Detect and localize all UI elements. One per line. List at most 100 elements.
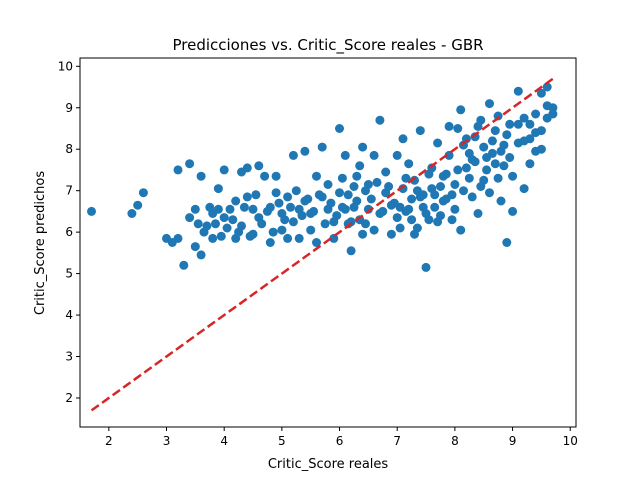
data-point	[300, 146, 310, 156]
data-point	[464, 173, 474, 183]
data-point	[392, 213, 402, 223]
points-layer	[87, 82, 558, 272]
data-point	[228, 215, 238, 225]
x-tick-label: 10	[563, 434, 578, 448]
data-point	[358, 142, 368, 152]
data-point	[326, 198, 336, 208]
chart-title: Predicciones vs. Critic_Score reales - G…	[172, 36, 483, 55]
data-point	[251, 190, 261, 200]
data-point	[239, 202, 249, 212]
y-tick-label: 2	[65, 391, 73, 405]
data-point	[384, 182, 394, 191]
y-tick-label: 9	[65, 101, 73, 115]
data-point	[482, 165, 492, 175]
data-point	[493, 173, 503, 183]
x-tick-label: 8	[451, 434, 459, 448]
data-point	[490, 126, 500, 136]
x-axis-label: Critic_Score reales	[268, 457, 389, 472]
data-point	[508, 171, 518, 181]
data-point	[173, 233, 183, 243]
data-point	[386, 229, 396, 239]
data-point	[335, 124, 344, 133]
data-point	[473, 209, 483, 218]
data-point	[424, 215, 434, 225]
data-point	[366, 194, 376, 204]
data-point	[525, 159, 535, 169]
x-axis-ticks: 2 3 4 5 6 7 8 9 10	[105, 427, 578, 448]
data-point	[369, 225, 379, 235]
reference-line	[90, 77, 554, 412]
data-point	[257, 219, 267, 229]
data-point	[260, 171, 270, 181]
data-point	[340, 150, 350, 160]
data-point	[375, 115, 385, 125]
data-point	[208, 233, 218, 243]
data-point	[185, 159, 195, 169]
data-point	[381, 167, 391, 177]
data-point	[536, 88, 546, 98]
x-tick-label: 4	[220, 434, 228, 448]
data-point	[349, 202, 359, 212]
data-point	[378, 206, 388, 216]
data-point	[274, 198, 284, 208]
data-point	[392, 150, 402, 160]
data-point	[127, 209, 137, 218]
data-point	[312, 171, 321, 181]
data-point	[519, 184, 529, 194]
data-point	[412, 223, 422, 233]
data-point	[358, 229, 368, 239]
x-tick-label: 9	[509, 434, 517, 448]
data-point	[286, 202, 295, 212]
data-point	[490, 159, 500, 169]
data-point	[476, 115, 486, 125]
data-point	[401, 173, 411, 183]
x-tick-label: 3	[163, 434, 171, 448]
data-point	[372, 177, 382, 187]
data-point	[407, 194, 417, 204]
data-point	[441, 169, 451, 179]
y-tick-label: 3	[65, 350, 73, 364]
data-point	[219, 213, 229, 223]
data-point	[271, 171, 281, 181]
data-point	[320, 219, 330, 229]
data-point	[291, 186, 301, 196]
data-point	[265, 238, 275, 247]
data-point	[277, 225, 287, 235]
data-point	[337, 173, 347, 183]
data-point	[450, 180, 460, 189]
data-point	[323, 180, 333, 189]
data-point	[306, 225, 316, 235]
data-point	[173, 165, 183, 175]
data-point	[542, 82, 552, 92]
data-point	[248, 204, 258, 214]
data-point	[456, 105, 466, 115]
data-point	[268, 227, 278, 237]
data-point	[485, 188, 494, 198]
data-point	[343, 190, 353, 200]
y-tick-label: 5	[65, 267, 73, 281]
data-point	[479, 142, 489, 152]
data-point	[193, 219, 203, 229]
data-point	[138, 188, 148, 198]
data-point	[441, 194, 451, 204]
y-tick-label: 6	[65, 225, 73, 239]
data-point	[410, 175, 419, 185]
data-point	[185, 213, 195, 223]
data-point	[453, 124, 463, 133]
y-tick-label: 8	[65, 142, 73, 156]
data-point	[294, 233, 304, 243]
data-point	[133, 200, 143, 210]
data-point	[436, 211, 445, 221]
data-point	[464, 148, 474, 158]
data-point	[401, 206, 411, 216]
data-point	[355, 161, 365, 171]
data-point	[303, 194, 313, 204]
data-point	[496, 196, 506, 206]
data-point	[346, 246, 356, 256]
y-axis-ticks: 2 3 4 5 6 7 8 9 10	[58, 59, 80, 405]
data-point	[476, 182, 486, 191]
x-tick-label: 6	[336, 434, 344, 448]
data-point	[470, 157, 480, 167]
data-point	[369, 150, 379, 160]
